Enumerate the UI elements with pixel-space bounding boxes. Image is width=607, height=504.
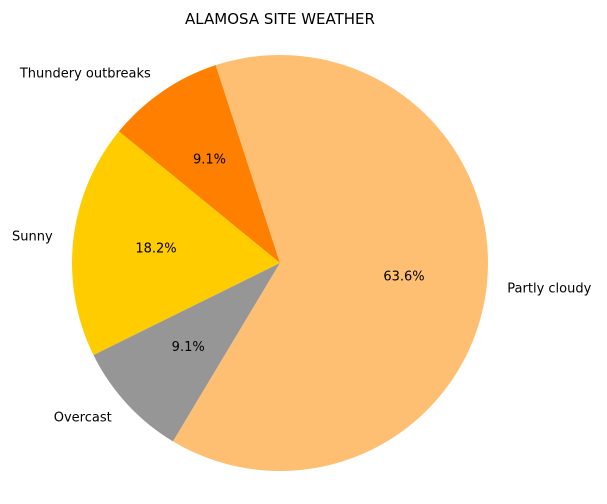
slice-label: Overcast (54, 411, 112, 426)
slice-percent-label: 9.1% (193, 153, 226, 168)
slice-percent-label: 63.6% (383, 270, 424, 285)
slice-label: Partly cloudy (507, 281, 591, 296)
slice-percent-label: 9.1% (172, 340, 205, 355)
pie-slices (72, 54, 488, 471)
pie-slice-partly-cloudy (173, 54, 488, 471)
pie-slice-sunny (72, 131, 280, 356)
chart-title: ALAMOSA SITE WEATHER (185, 10, 375, 28)
pie-labels: Thundery outbreaks 9.1% Sunny 18.2% Overcast… (12, 67, 592, 426)
pie-slice-overcast (93, 263, 280, 442)
slice-percent-label: 18.2% (135, 241, 176, 256)
pie-slice-thundery-outbreaks (118, 65, 281, 264)
slice-label: Thundery outbreaks (19, 67, 151, 82)
slice-label: Sunny (12, 230, 53, 245)
